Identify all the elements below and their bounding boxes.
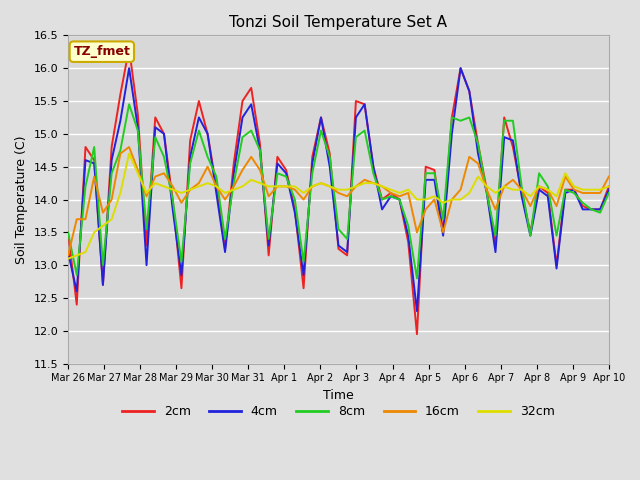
Text: TZ_fmet: TZ_fmet	[74, 45, 131, 58]
Legend: 2cm, 4cm, 8cm, 16cm, 32cm: 2cm, 4cm, 8cm, 16cm, 32cm	[117, 400, 559, 423]
Y-axis label: Soil Temperature (C): Soil Temperature (C)	[15, 135, 28, 264]
X-axis label: Time: Time	[323, 389, 354, 402]
Title: Tonzi Soil Temperature Set A: Tonzi Soil Temperature Set A	[230, 15, 447, 30]
